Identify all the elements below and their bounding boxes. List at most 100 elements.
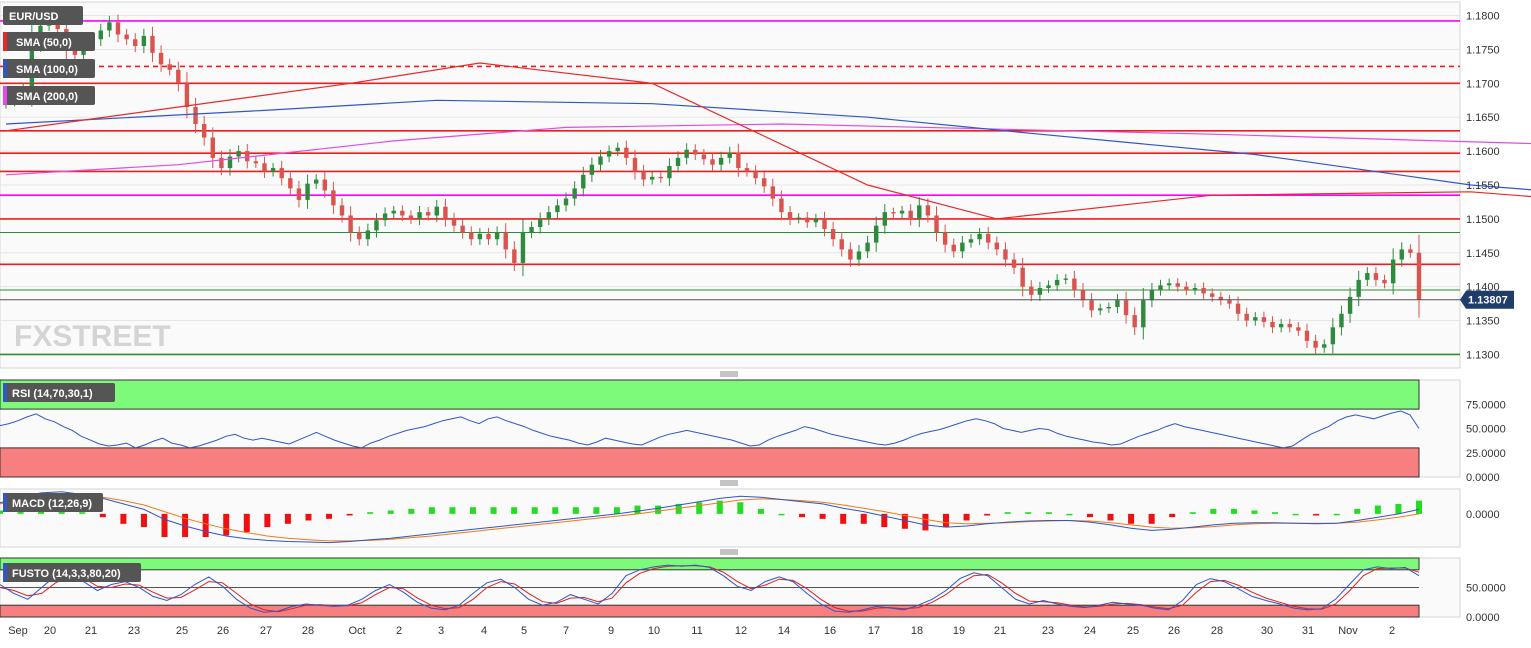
candle-body [649, 176, 655, 180]
candle-body [245, 151, 250, 162]
candle-body [779, 198, 784, 213]
candle-body [1149, 290, 1155, 301]
rsi-tick-label: 75.0000 [1466, 399, 1506, 411]
macd-histogram-bar [860, 513, 867, 524]
resize-handle-fusto[interactable] [715, 548, 743, 556]
macd-histogram-bar [1230, 508, 1237, 514]
candle-body [537, 218, 543, 228]
macd-histogram-bar [1107, 513, 1114, 521]
candle-body [460, 225, 465, 233]
candle-body [1106, 307, 1112, 309]
candle-body [848, 249, 853, 260]
candle-body [951, 244, 956, 252]
x-tick-label: 2 [1389, 625, 1395, 637]
candle-body [813, 218, 819, 223]
candle-body [581, 174, 586, 189]
candle-body [917, 205, 922, 219]
candle-body [787, 212, 793, 219]
candle-body [632, 157, 638, 172]
candle-body [1201, 288, 1206, 294]
candle-body [753, 171, 758, 179]
candle-body [727, 152, 732, 158]
fusto-tick-label: 50.0000 [1466, 583, 1506, 595]
resize-handle-macd[interactable] [715, 479, 743, 487]
candle-body [1063, 278, 1068, 280]
candle-body [443, 206, 448, 219]
macd-histogram-bar [593, 507, 600, 514]
candle-body [1322, 344, 1327, 348]
candle-body [934, 215, 939, 233]
candle-body [1011, 259, 1017, 268]
macd-histogram-bar [1189, 512, 1196, 514]
macd-histogram-bar [1333, 513, 1340, 516]
macd-histogram-bar [1086, 513, 1093, 518]
candle-body [1313, 340, 1318, 348]
candle-body [1408, 249, 1413, 253]
candle-body [451, 218, 457, 226]
candle-body [1399, 249, 1404, 260]
candle-body [150, 35, 155, 53]
x-tick-label: 14 [778, 625, 790, 637]
x-tick-label: 27 [260, 625, 272, 637]
candle-body [279, 168, 284, 179]
macd-histogram-bar [552, 507, 559, 514]
candle-body [1227, 300, 1232, 304]
y-tick-label: 1.1700 [1466, 78, 1500, 90]
y-tick-label: 1.1450 [1466, 248, 1500, 260]
candle-body [1158, 285, 1163, 291]
macd-histogram-bar [346, 513, 353, 516]
x-tick-label: 17 [868, 625, 880, 637]
candle-body [167, 64, 172, 70]
candle-body [1365, 273, 1370, 280]
candle-body [425, 212, 431, 216]
fusto-title: FUSTO (14,3,3,80,20) [12, 568, 121, 580]
candle-body [1330, 327, 1336, 345]
y-tick-label: 1.1550 [1466, 180, 1500, 192]
candle-body [124, 34, 129, 40]
candle-body [1244, 313, 1249, 321]
rsi-tick-label: 0.0000 [1466, 472, 1500, 484]
candle-body [382, 213, 388, 221]
rsi-tick-label: 50.0000 [1466, 424, 1506, 436]
resize-handle-rsi[interactable] [715, 370, 743, 378]
candle-body [736, 152, 741, 169]
macd-histogram-bar [1292, 513, 1299, 516]
macd-histogram-bar [264, 513, 271, 528]
candle-body [1270, 321, 1275, 328]
candle-body [899, 210, 905, 214]
macd-histogram-bar [1354, 508, 1361, 514]
candle-body [805, 217, 810, 223]
x-tick-label: 18 [911, 625, 923, 637]
macd-histogram-bar [778, 513, 785, 516]
x-tick-label: 20 [44, 625, 56, 637]
macd-histogram-bar [449, 507, 456, 514]
x-tick-label: 7 [563, 625, 569, 637]
macd-histogram-bar [408, 508, 415, 514]
candle-body [1141, 300, 1146, 328]
macd-histogram-bar [182, 513, 189, 538]
candle-body [1253, 317, 1258, 321]
fusto-label: FUSTO (14,3,3,80,20) [3, 563, 141, 582]
candle-body [1356, 279, 1361, 297]
candle-body [494, 232, 500, 240]
candle-body [942, 232, 948, 245]
macd-histogram-bar [963, 513, 970, 521]
y-tick-label: 1.1350 [1466, 316, 1500, 328]
x-tick-label: 23 [128, 625, 140, 637]
y-tick-label: 1.1500 [1466, 214, 1500, 226]
symbol-label: EUR/USD [3, 6, 83, 25]
candle-body [1210, 293, 1215, 297]
candle-body [1037, 288, 1043, 295]
candle-body [822, 218, 827, 230]
candle-body [667, 166, 672, 179]
candle-body [1235, 303, 1241, 314]
x-tick-label: 9 [608, 625, 614, 637]
macd-histogram-bar [511, 507, 518, 514]
rsi-title: RSI (14,70,30,1) [12, 388, 93, 400]
x-tick-label: 10 [648, 625, 660, 637]
candle-body [874, 225, 879, 243]
candle-body [1123, 300, 1129, 316]
indicator-text-sma100: SMA (100,0) [16, 64, 78, 76]
x-tick-label: 3 [438, 625, 444, 637]
